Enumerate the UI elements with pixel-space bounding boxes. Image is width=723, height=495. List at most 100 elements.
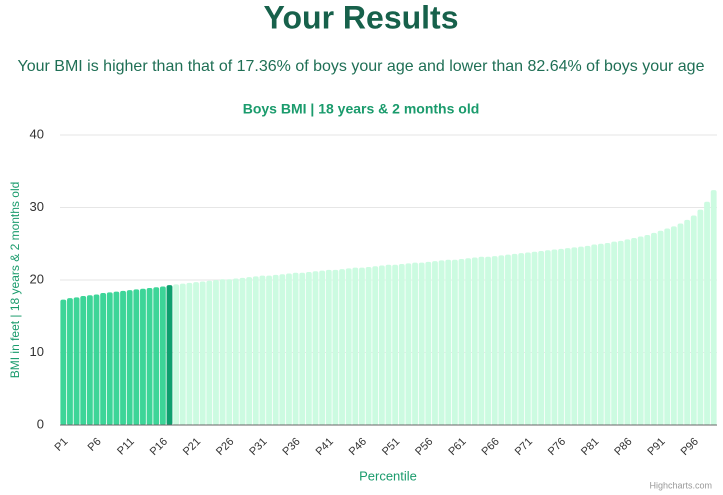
y-axis-title: BMI in feet | 18 years & 2 months old — [8, 182, 22, 379]
bar — [584, 245, 591, 425]
bar — [564, 248, 571, 425]
bar — [690, 215, 697, 425]
bar — [617, 240, 624, 425]
bar — [359, 267, 365, 425]
bar — [272, 274, 279, 425]
x-tick-label: P31 — [247, 436, 269, 458]
y-tick-label: 30 — [30, 199, 44, 214]
bar — [664, 228, 671, 425]
bar — [140, 288, 146, 425]
bar — [471, 257, 478, 425]
bar — [551, 249, 558, 425]
x-tick-label: P6 — [86, 436, 104, 454]
bar — [365, 266, 372, 425]
bar — [637, 236, 644, 425]
bar — [432, 261, 438, 425]
bar — [199, 281, 206, 425]
bar — [378, 265, 385, 425]
bar — [591, 244, 598, 425]
bar — [60, 299, 67, 425]
x-tick-label: P96 — [679, 436, 701, 458]
x-tick-label: P21 — [181, 436, 203, 458]
bar — [345, 268, 352, 425]
x-tick-label: P81 — [579, 436, 601, 458]
bar — [352, 267, 359, 425]
bar — [146, 287, 153, 425]
page-title: Your Results — [264, 0, 459, 35]
bar — [604, 243, 611, 425]
bar — [578, 246, 584, 425]
bar — [186, 282, 193, 425]
x-tick-label: P11 — [115, 436, 137, 458]
bar — [710, 190, 717, 425]
credit: Highcharts.com — [649, 480, 712, 490]
bar — [239, 277, 246, 425]
bar — [325, 269, 332, 425]
chart-title: Boys BMI | 18 years & 2 months old — [243, 101, 480, 117]
bar — [558, 248, 564, 425]
y-tick-label: 40 — [30, 126, 44, 141]
bar — [670, 226, 677, 425]
bar — [232, 278, 239, 425]
x-tick-label: P71 — [513, 436, 535, 458]
bar — [657, 230, 664, 425]
bar — [631, 237, 637, 425]
bar — [392, 264, 399, 425]
bar — [704, 201, 710, 425]
bar — [67, 298, 73, 425]
bar — [611, 241, 618, 425]
bar — [219, 279, 226, 425]
bar — [312, 271, 319, 425]
bar — [252, 276, 259, 425]
result-summary: Your BMI is higher than that of 17.36% o… — [18, 58, 705, 75]
y-tick-label: 10 — [30, 344, 44, 359]
bar — [120, 290, 126, 425]
x-tick-label: P41 — [314, 436, 336, 458]
bar — [299, 272, 306, 425]
x-tick-label: P56 — [413, 436, 435, 458]
bar — [213, 280, 219, 425]
bar — [339, 269, 345, 425]
bar — [292, 272, 299, 425]
x-axis-title: Percentile — [359, 468, 417, 483]
bar — [624, 239, 631, 425]
bar — [173, 284, 180, 425]
bar — [385, 264, 392, 425]
y-tick-label: 20 — [30, 271, 44, 286]
bar — [524, 252, 531, 425]
x-tick-label: P36 — [280, 436, 302, 458]
bar — [651, 232, 657, 425]
bar — [485, 256, 491, 425]
bar — [133, 289, 140, 425]
bar — [266, 275, 272, 425]
x-tick-label: P26 — [214, 436, 236, 458]
x-tick-label: P16 — [148, 436, 170, 458]
bar — [193, 282, 199, 425]
bar — [93, 294, 100, 425]
bar — [80, 295, 87, 425]
bar — [179, 283, 186, 425]
bar — [478, 256, 485, 425]
bar — [677, 223, 684, 425]
bar — [445, 259, 452, 425]
bar — [458, 258, 465, 425]
bar — [73, 297, 80, 425]
x-tick-label: P46 — [347, 436, 369, 458]
bar — [319, 270, 326, 425]
bar — [405, 263, 412, 425]
bar — [226, 279, 233, 425]
bar — [86, 295, 93, 425]
bar — [531, 251, 538, 425]
bar — [571, 247, 578, 425]
bar — [451, 259, 458, 425]
x-tick-label: P76 — [546, 436, 568, 458]
bar — [465, 258, 472, 425]
bar — [100, 293, 107, 425]
bar — [697, 209, 704, 425]
x-tick-label: P86 — [612, 436, 634, 458]
x-tick-label: P1 — [52, 436, 70, 454]
bar — [518, 253, 525, 425]
x-tick-label: P61 — [446, 436, 468, 458]
